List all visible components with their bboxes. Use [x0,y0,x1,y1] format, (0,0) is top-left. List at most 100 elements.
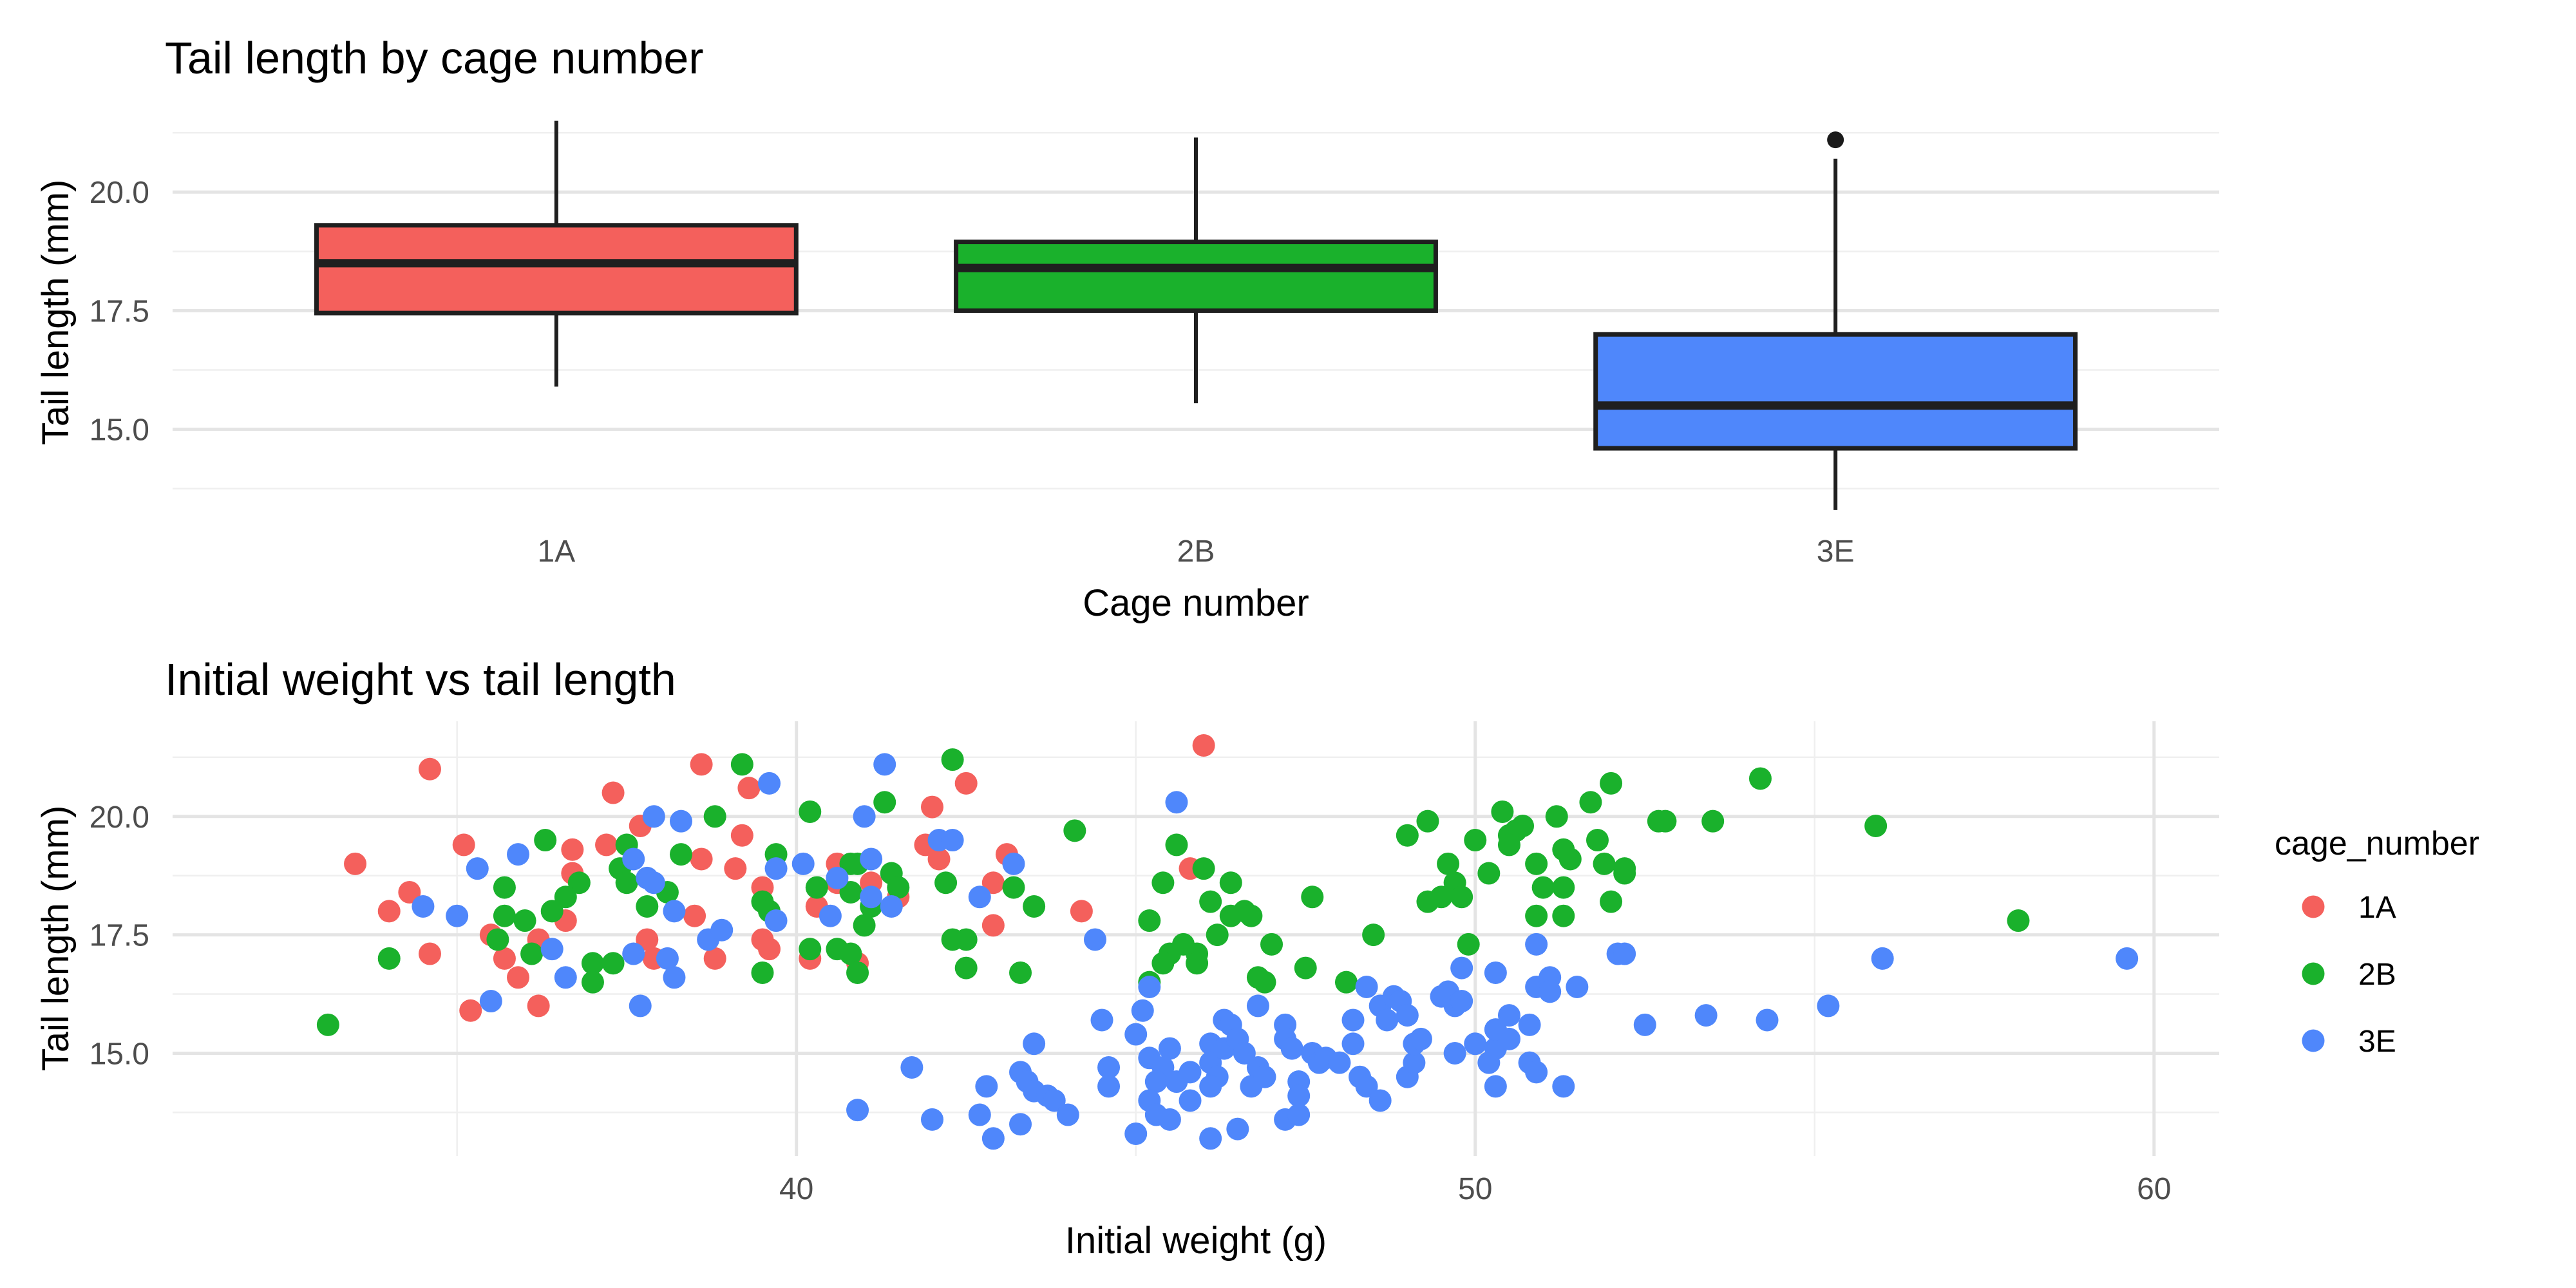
scatter-point [663,900,686,923]
scatter-point [1817,994,1840,1018]
scatter-point [934,871,958,895]
legend-title: cage_number [2275,825,2479,862]
scatter-point [459,999,482,1022]
scatter-point [507,966,530,989]
scatter-point [1023,895,1046,918]
scatter-point [1396,824,1419,847]
x-tick-label: 40 [779,1172,813,1206]
scatter-point [1144,1070,1168,1094]
scatter-point [730,753,753,776]
scatter-point [1403,1051,1426,1074]
scatter-point [316,1013,339,1036]
scatter-point [1287,1084,1311,1108]
scatter-point [1368,1089,1392,1112]
scatter-point [601,952,625,975]
scatter-point [642,805,665,828]
box-body [954,240,1438,313]
scatter-point [513,909,536,933]
scatter-point [1328,1051,1351,1074]
scatter-point [1864,815,1888,837]
scatter-point [581,952,604,975]
scatter-point [737,777,761,800]
scatter-point [1491,800,1514,823]
scatter-point [1430,886,1453,909]
scatter-point [1260,933,1283,956]
scatter-point [1355,1075,1378,1098]
scatter-point [1179,1089,1202,1112]
scatter-point [1070,900,1093,923]
scatter-point [805,876,828,899]
scatter-point [1165,791,1188,814]
scatter-point [1206,923,1229,947]
scatter-point [1002,852,1025,875]
scatter-point [690,753,713,776]
scatter-point [1280,1037,1303,1060]
scatter-point [1287,1103,1311,1126]
scatter-point [1654,810,1677,833]
scatter-point [799,800,822,823]
scatter-point [1464,1032,1487,1056]
scatter-point [981,1127,1005,1150]
bottom-chart-title: Initial weight vs tail length [165,654,676,705]
scatter-point [1756,1009,1779,1032]
scatter-gridlines [173,721,2219,1156]
scatter-point [1124,1023,1148,1046]
scatter-point [1396,1004,1419,1027]
scatter-point [554,886,577,909]
scatter-point [663,966,686,989]
scatter-point [561,838,584,861]
scatter-point [1437,852,1460,875]
scatter-point [1416,810,1439,833]
scatter-point [920,795,943,819]
scatter-point [954,928,978,951]
scatter-point [1138,976,1161,998]
scatter-point [819,904,842,927]
scatter-point [846,1099,869,1122]
y-tick-label: 15.0 [90,413,149,448]
scatter-point [656,947,679,970]
scatter-point [622,942,645,965]
scatter-point [1341,1032,1365,1056]
scatter-point [452,833,475,857]
scatter-point [418,757,441,781]
scatter-point [1233,1041,1256,1065]
box-1A [314,120,799,387]
scatter-point [1063,819,1086,842]
scatter-point [486,928,509,951]
scatter-point [758,772,781,795]
scatter-point [1226,1117,1249,1141]
top-y-axis-title: Tail length (mm) [35,179,77,446]
scatter-point [710,918,734,942]
scatter-point [730,824,753,847]
y-tick-label: 17.5 [90,919,149,953]
scatter-point [1158,1037,1181,1060]
scatter-point [758,938,781,961]
x-tick-label: 3E [1817,535,1855,569]
box-body [1593,332,2078,451]
scatter-point [595,833,618,857]
scatter-point [873,791,896,814]
scatter-point [1199,890,1222,913]
scatter-point [1199,1127,1222,1150]
scatter-point [954,956,978,980]
scatter-point [344,852,367,875]
scatter-point [927,848,951,871]
scatter-point [377,947,401,970]
scatter-point [1477,862,1501,885]
scatter-point [853,805,876,828]
scatter-point [1552,876,1575,899]
scatter-point [636,928,659,951]
scatter-point [1023,1032,1046,1056]
y-tick-label: 17.5 [90,294,149,328]
scatter-point [1600,890,1623,913]
legend-entry-label: 1A [2358,891,2396,925]
scatter-point [1097,1056,1121,1079]
scatter-point [968,1103,991,1126]
scatter-point [1362,923,1385,947]
scatter-point [540,900,564,923]
scatter-point [839,880,862,904]
scatter-point [377,900,401,923]
scatter-point [1192,857,1215,880]
scatter-point [567,871,591,895]
scatter-point [941,829,964,852]
